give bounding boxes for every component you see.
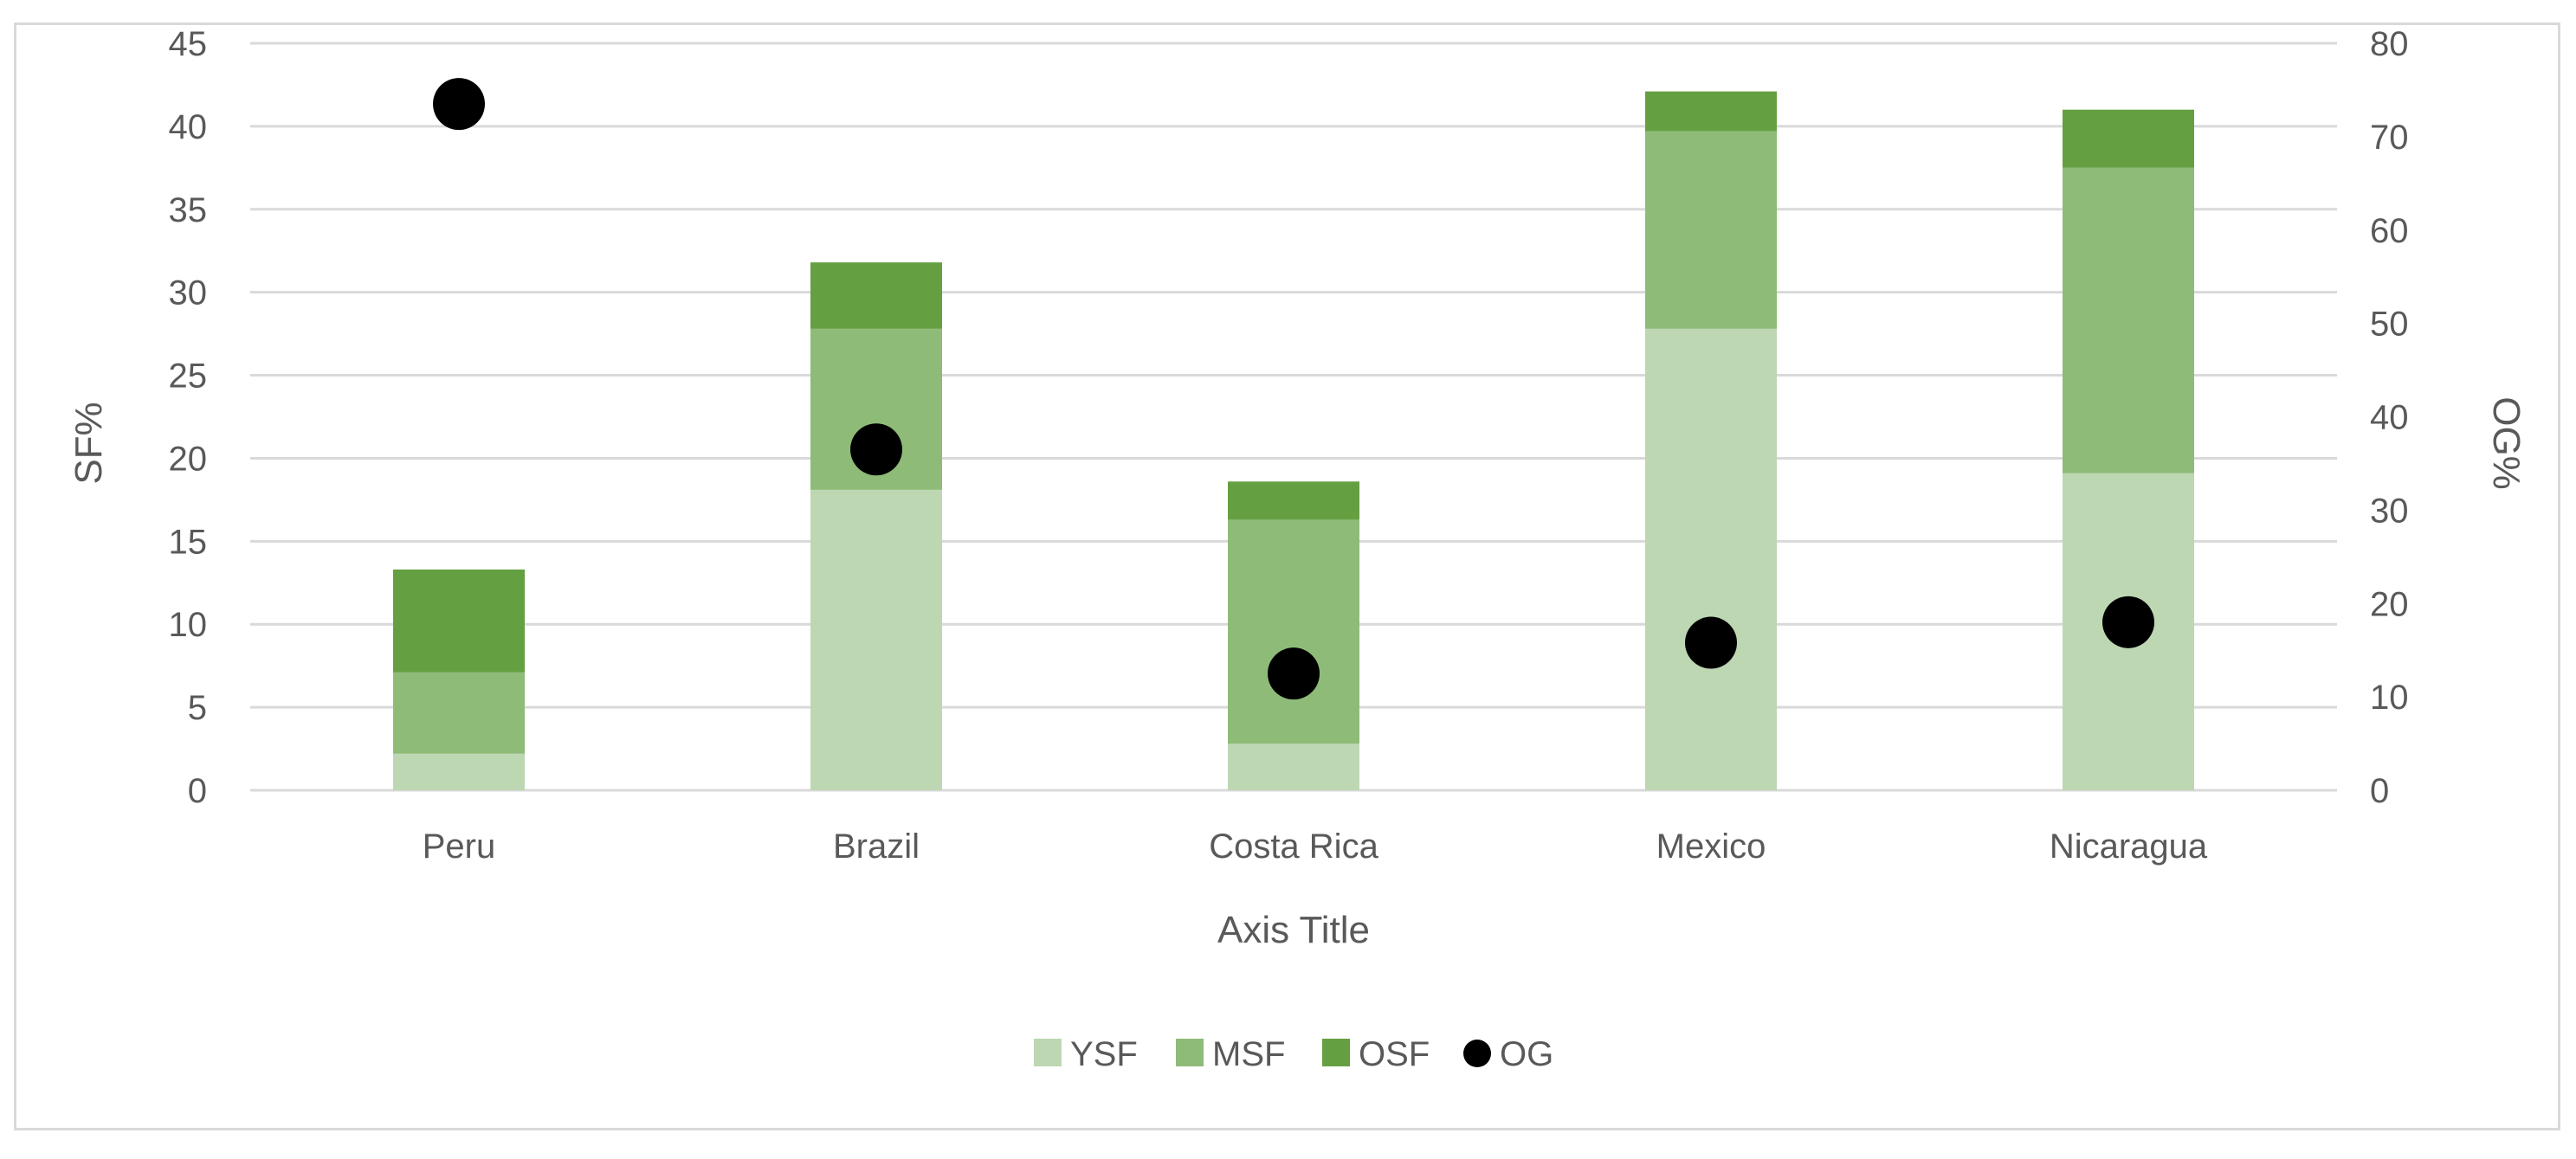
legend-label-msf: MSF (1212, 1035, 1285, 1073)
point-og-mexico (1685, 616, 1737, 669)
bar-ysf-mexico (1645, 328, 1777, 790)
bar-msf-costa-rica (1228, 519, 1359, 744)
x-axis-title: Axis Title (1217, 909, 1370, 951)
bar-msf-nicaragua (2063, 167, 2194, 473)
x-tick-label: Brazil (833, 827, 920, 866)
y2-tick-label: 10 (2370, 679, 2409, 717)
left-axis-ticks: 0 5 10 15 20 25 30 35 40 45 (169, 25, 208, 810)
x-tick-label: Nicaragua (2050, 827, 2208, 866)
point-og-peru (433, 78, 485, 131)
x-tick-label: Peru (423, 827, 496, 866)
legend-label-osf: OSF (1359, 1035, 1430, 1073)
legend-label-ysf: YSF (1070, 1035, 1138, 1073)
legend-swatch-og (1463, 1040, 1491, 1067)
bar-osf-peru (393, 569, 525, 673)
y2-tick-label: 0 (2370, 772, 2389, 810)
bar-osf-mexico (1645, 91, 1777, 132)
y-tick-label: 25 (169, 357, 208, 396)
point-og-nicaragua (2102, 596, 2154, 648)
legend-swatch-osf (1322, 1039, 1350, 1066)
bar-msf-peru (393, 672, 525, 754)
x-tick-label: Mexico (1656, 827, 1766, 866)
y2-tick-label: 50 (2370, 306, 2409, 344)
y-tick-label: 15 (169, 523, 208, 561)
y2-tick-label: 20 (2370, 585, 2409, 623)
legend: YSF MSF OSF OG (1034, 1035, 1553, 1073)
y2-tick-label: 80 (2370, 25, 2409, 63)
bar-series (393, 91, 2194, 790)
y-tick-label: 5 (188, 689, 207, 727)
legend-label-og: OG (1500, 1035, 1553, 1073)
y-tick-label: 20 (169, 440, 208, 478)
legend-swatch-ysf (1034, 1039, 1062, 1066)
bar-ysf-peru (393, 753, 525, 790)
bar-osf-costa-rica (1228, 481, 1359, 520)
bar-ysf-costa-rica (1228, 744, 1359, 790)
y-tick-label: 30 (169, 274, 208, 312)
y-tick-label: 10 (169, 606, 208, 644)
bar-osf-brazil (810, 262, 942, 329)
y-tick-label: 45 (169, 25, 208, 63)
bar-osf-nicaragua (2063, 109, 2194, 168)
bar-ysf-brazil (810, 489, 942, 790)
y2-tick-label: 30 (2370, 492, 2409, 530)
scatter-series (433, 78, 2154, 700)
bar-msf-mexico (1645, 131, 1777, 329)
y-tick-label: 0 (188, 772, 207, 810)
gridlines (250, 42, 2337, 792)
chart-area: 0 5 10 15 20 25 30 35 40 45 0 10 20 30 40 50 60 70 80 Per… (14, 23, 2560, 1130)
right-axis-ticks: 0 10 20 30 40 50 60 70 80 (2370, 25, 2409, 810)
y-tick-label: 40 (169, 108, 208, 146)
y2-axis-title: OG% (2485, 396, 2528, 490)
category-axis-ticks: Peru Brazil Costa Rica Mexico Nicaragua (423, 827, 2208, 866)
legend-swatch-msf (1176, 1039, 1204, 1066)
point-og-brazil (850, 423, 902, 476)
y2-tick-label: 70 (2370, 119, 2409, 157)
y-axis-title: SF% (68, 402, 110, 484)
combo-chart: 0 5 10 15 20 25 30 35 40 45 0 10 20 30 40 50 60 70 80 Per… (68, 25, 2528, 1073)
y2-tick-label: 60 (2370, 212, 2409, 250)
y-tick-label: 35 (169, 191, 208, 229)
point-og-costa-rica (1268, 647, 1320, 700)
x-tick-label: Costa Rica (1209, 827, 1378, 866)
y2-tick-label: 40 (2370, 399, 2409, 437)
